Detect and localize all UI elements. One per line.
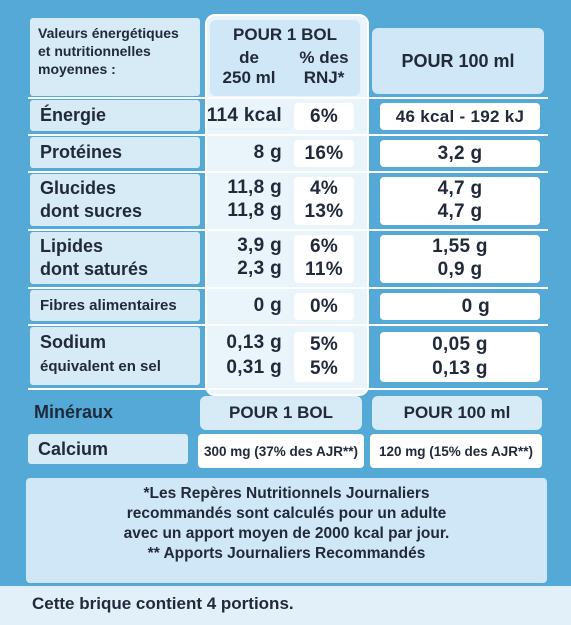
- protein-per-100ml: 3,2 g: [380, 140, 540, 167]
- per-100ml-header: POUR 100 ml: [372, 28, 544, 94]
- table-title-line-2: et nutritionnelles: [38, 43, 151, 59]
- saturated-per-100ml: 0,9 g: [437, 259, 483, 280]
- per-bowl-header: POUR 1 BOL de 250 ml % des RNJ*: [210, 20, 360, 96]
- fat-per-bowl-cell: 3,9 g 2,3 g: [210, 234, 290, 284]
- row-label-sodium-cell: Sodium équivalent en sel: [30, 327, 200, 385]
- footnote-line-1: *Les Repères Nutritionnels Journaliers: [143, 485, 430, 502]
- row-label-carbs: Glucides: [40, 178, 117, 198]
- saturated-per-bowl: 2,3 g: [237, 258, 282, 279]
- table-title-line-1: Valeurs énergétiques: [38, 25, 179, 41]
- footnotes-box: *Les Repères Nutritionnels Journaliers r…: [26, 478, 547, 583]
- carbs-rnj: 4%: [309, 178, 339, 199]
- calcium-per-bowl: 300 mg (37% des AJR**): [198, 434, 364, 468]
- fibre-rnj: 0%: [294, 293, 354, 320]
- row-label-saturated: dont saturés: [40, 259, 149, 279]
- fat-per-100ml: 1,55 g: [432, 236, 488, 257]
- footnote-line-2: recommandés sont calculés pour un adulte: [126, 505, 447, 522]
- row-label-calcium: Calcium: [28, 434, 188, 464]
- rnj-header-line-1: % des: [299, 48, 349, 67]
- row-label-sugars: dont sucres: [40, 201, 143, 221]
- rnj-header-line-2: RNJ*: [303, 68, 345, 87]
- fat-rnj: 6%: [309, 236, 339, 257]
- row-label-carbs-cell: Glucides dont sucres: [30, 174, 200, 226]
- sodium-per-100ml: 0,05 g: [432, 334, 488, 355]
- sugars-rnj: 13%: [304, 201, 344, 222]
- row-label-salt: équivalent en sel: [40, 358, 161, 375]
- energy-per-bowl: 114 kcal: [206, 104, 282, 126]
- table-title-cell: Valeurs énergétiques et nutritionnelles …: [30, 18, 200, 96]
- fat-per-bowl: 3,9 g: [237, 235, 282, 256]
- fibre-per-bowl: 0 g: [253, 294, 282, 316]
- salt-per-bowl: 0,31 g: [226, 357, 282, 378]
- portions-text: Cette brique contient 4 portions.: [32, 594, 294, 613]
- sodium-per-bowl: 0,13 g: [226, 332, 282, 353]
- protein-per-bowl: 8 g: [253, 141, 282, 163]
- sodium-per-100ml-cell: 0,05 g 0,13 g: [380, 332, 540, 382]
- table-title-line-3: moyennes :: [38, 61, 116, 77]
- footnote-line-4: ** Apports Journaliers Recommandés: [147, 545, 426, 562]
- row-label-protein: Protéines: [30, 137, 200, 168]
- carbs-rnj-cell: 4% 13%: [294, 177, 354, 225]
- fat-per-100ml-cell: 1,55 g 0,9 g: [380, 235, 540, 283]
- sodium-per-bowl-cell: 0,13 g 0,31 g: [200, 330, 290, 384]
- fat-rnj-cell: 6% 11%: [294, 235, 354, 283]
- sodium-rnj-cell: 5% 5%: [294, 332, 354, 382]
- carbs-per-100ml: 4,7 g: [437, 178, 483, 199]
- portions-strip: Cette brique contient 4 portions.: [0, 586, 571, 625]
- carbs-per-100ml-cell: 4,7 g 4,7 g: [380, 177, 540, 225]
- protein-rnj: 16%: [294, 140, 354, 167]
- salt-per-100ml: 0,13 g: [432, 358, 488, 379]
- minerals-header-label: Minéraux: [24, 396, 186, 428]
- sugars-per-100ml: 4,7 g: [437, 201, 483, 222]
- energy-per-100ml: 46 kcal - 192 kJ: [380, 103, 540, 130]
- sodium-rnj: 5%: [309, 334, 339, 355]
- carbs-per-bowl-cell: 11,8 g 11,8 g: [210, 176, 290, 226]
- row-label-fibre: Fibres alimentaires: [30, 290, 200, 321]
- row-label-fat: Lipides: [40, 236, 104, 256]
- calcium-per-100ml: 120 mg (15% des AJR**): [370, 434, 542, 468]
- row-label-energy: Énergie: [30, 100, 200, 131]
- serving-size-line-2: 250 ml: [222, 68, 276, 87]
- row-label-sodium: Sodium: [40, 332, 106, 352]
- carbs-per-bowl: 11,8 g: [227, 177, 282, 198]
- row-label-fat-cell: Lipides dont saturés: [30, 232, 200, 284]
- per-bowl-header-title: POUR 1 BOL: [233, 25, 337, 44]
- footnote-line-3: avec un apport moyen de 2000 kcal par jo…: [123, 525, 450, 542]
- minerals-per-bowl-header: POUR 1 BOL: [200, 396, 362, 430]
- saturated-rnj: 11%: [305, 259, 343, 280]
- energy-rnj: 6%: [294, 103, 354, 130]
- serving-size-line-1: de: [239, 48, 259, 67]
- salt-rnj: 5%: [309, 358, 339, 379]
- minerals-per-100ml-header: POUR 100 ml: [372, 396, 542, 430]
- fibre-per-100ml: 0 g: [380, 293, 540, 320]
- sugars-per-bowl: 11,8 g: [227, 200, 282, 221]
